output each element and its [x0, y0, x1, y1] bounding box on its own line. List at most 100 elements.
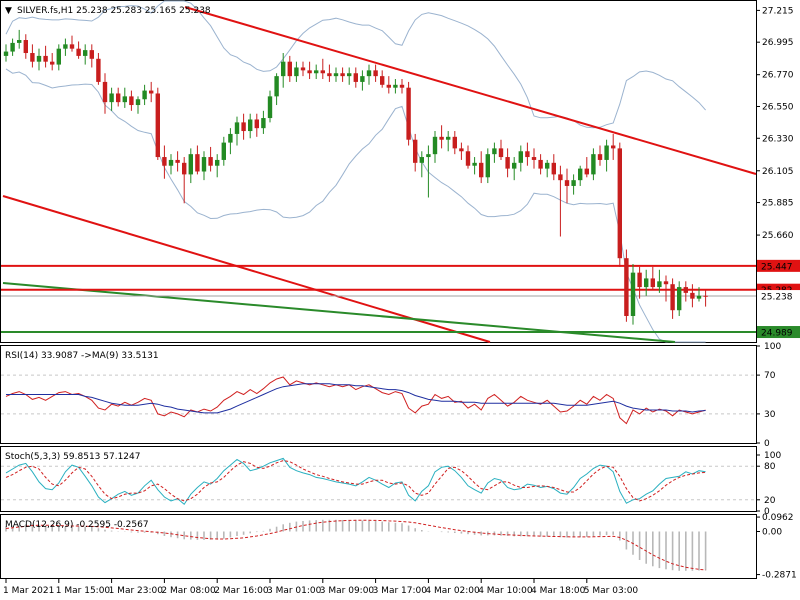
candle-body: [327, 73, 332, 77]
candle-body: [465, 151, 471, 166]
candle-body: [578, 168, 583, 181]
bollinger-upper-line: [5, 0, 706, 129]
candle-body: [168, 159, 174, 166]
candle-body: [208, 157, 213, 166]
candle-body: [498, 148, 504, 158]
stoch-tick-label: 0: [764, 507, 770, 517]
candle-body: [155, 93, 160, 158]
price-header: ▼ SILVER.fs,H1 25.238 25.283 25.165 25.2…: [5, 6, 211, 16]
candle-body: [267, 96, 273, 119]
rsi-series-line: [6, 383, 706, 414]
stoch-tick-label: 80: [764, 462, 776, 472]
candle-body: [340, 73, 345, 77]
macd-panel-frame: [0, 514, 757, 579]
bollinger-lower-line: [5, 68, 706, 343]
macd-tick-label: 0.00: [762, 528, 782, 538]
candle-body: [254, 119, 259, 129]
candle-body: [637, 272, 642, 288]
candle-body: [386, 84, 391, 88]
candle-body: [406, 87, 411, 140]
candle-body: [696, 295, 702, 299]
candle-body: [314, 70, 319, 74]
candle-body: [182, 162, 187, 175]
candle-body: [287, 61, 292, 77]
candle-body: [558, 174, 563, 181]
candle-body: [347, 73, 352, 77]
candle-body: [201, 157, 207, 172]
rsi-tick-label: 100: [764, 342, 781, 352]
macd-tick-label: 0.0962: [762, 513, 794, 523]
candle-body: [36, 55, 42, 62]
candle-body: [413, 139, 418, 163]
candle-body: [320, 70, 325, 74]
candle-body: [248, 119, 253, 132]
candle-body: [584, 168, 589, 175]
candle-body: [307, 70, 312, 74]
candle-body: [551, 162, 556, 175]
rsi-series-line: [5, 376, 706, 425]
candle-body: [69, 44, 75, 49]
candle-body: [611, 145, 616, 149]
candle-body: [630, 272, 636, 316]
candle-body: [644, 278, 649, 288]
candle-body: [149, 90, 154, 94]
symbol-menu-icon[interactable]: ▼: [5, 6, 12, 16]
candle-body: [122, 96, 127, 103]
price-tick-label: 25.660: [762, 231, 794, 241]
macd-panel: 0.0962 0.00 -0.2871 MACD(12,26,9) -0.2595 …: [5, 513, 797, 580]
rsi-tick-label: 0: [764, 439, 770, 449]
candle-body: [360, 76, 365, 82]
candle-body: [538, 159, 543, 169]
price-tick-label: 26.770: [762, 71, 794, 81]
macd-tick-label: -0.2871: [762, 571, 797, 581]
time-tick-label: 3 Mar 09:00: [320, 586, 375, 596]
candle-body: [518, 151, 523, 163]
candle-body: [175, 159, 180, 163]
price-header-text: SILVER.fs,H1 25.238 25.283 25.165 25.238: [17, 6, 211, 16]
candle-body: [43, 55, 48, 62]
candle-body: [23, 40, 28, 54]
candle-body: [452, 136, 457, 149]
candle-body: [366, 70, 372, 77]
price-panel-frame: [0, 0, 757, 343]
current-price-tag: [757, 290, 800, 303]
candle-body: [109, 93, 114, 103]
stoch-header-text: Stoch(5,3,3) 59.8513 57.1247: [5, 452, 140, 462]
candle-body: [492, 148, 497, 155]
candle-body: [353, 73, 358, 82]
candle-body: [591, 154, 596, 175]
price-tick-label: 26.550: [762, 102, 794, 112]
rsi-lines: [1, 374, 756, 425]
candle-body: [96, 58, 101, 82]
rsi-tick-label: 30: [764, 410, 776, 420]
level-price-label: 25.447: [761, 262, 793, 272]
candle-body: [670, 284, 675, 311]
price-tick-label: 26.995: [762, 38, 794, 48]
time-tick-label: 3 Mar 17:00: [373, 586, 428, 596]
candle-body: [215, 159, 220, 166]
candle-body: [333, 73, 339, 77]
stoch-lines: [1, 457, 756, 506]
candle-body: [597, 154, 603, 160]
time-tick-label: 3 Mar 01:00: [267, 586, 322, 596]
panel-frames: [0, 0, 757, 579]
price-tick-label: 27.215: [762, 6, 794, 16]
candle-body: [300, 67, 306, 71]
candle-body: [162, 157, 167, 166]
candle-body: [624, 258, 629, 316]
time-tick-label: 2 Mar 16:00: [214, 586, 269, 596]
candle-body: [261, 118, 266, 129]
candle-body: [657, 281, 662, 288]
candle-body: [545, 162, 550, 169]
time-tick-label: 1 Mar 15:00: [56, 586, 111, 596]
candle-body: [426, 154, 431, 158]
stoch-panel-frame: [0, 446, 757, 512]
macd-header-text: MACD(12,26,9) -0.2595 -0.2567: [5, 520, 149, 530]
time-tick-label: 2 Mar 08:00: [161, 586, 216, 596]
upper-trend-line: [184, 6, 757, 175]
time-tick-label: 1 Mar 23:00: [109, 586, 164, 596]
